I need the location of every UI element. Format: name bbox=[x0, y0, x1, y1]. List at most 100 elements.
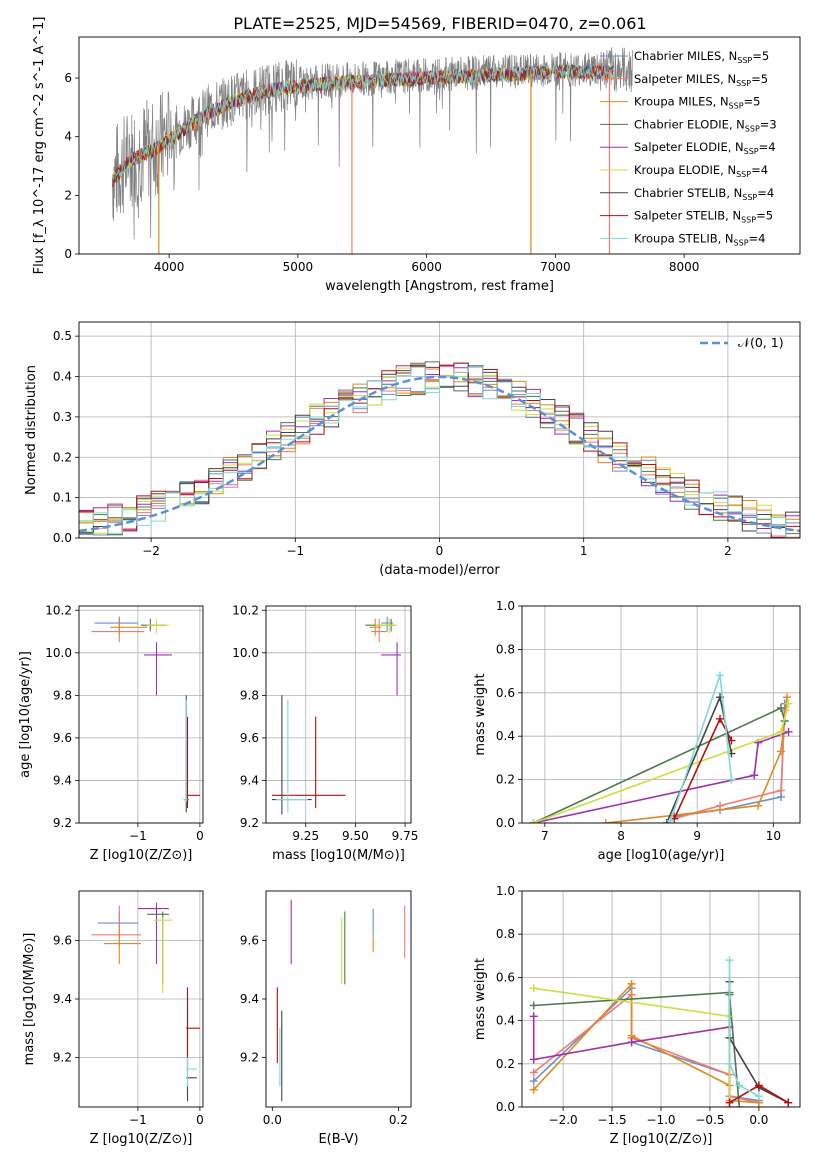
x-tick-label: 1 bbox=[580, 544, 588, 558]
legend-label: Kroupa STELIB, NSSP=4 bbox=[634, 231, 765, 247]
y-tick-label: 0.4 bbox=[53, 370, 72, 384]
legend-label-part: Chabrier STELIB, N bbox=[634, 186, 742, 200]
y-tick-label: 10.0 bbox=[45, 646, 72, 660]
weight-point bbox=[716, 671, 725, 680]
weight-line-chabrier_elodie bbox=[533, 991, 741, 1107]
y-tick-label: 9.4 bbox=[240, 773, 259, 787]
x-axis-label: Z [log10(Z/Z⊙)] bbox=[610, 1132, 713, 1147]
weight-point bbox=[529, 1068, 538, 1077]
y-tick-label: 9.4 bbox=[240, 992, 259, 1006]
weight-point bbox=[725, 956, 734, 965]
model-line-kroupa_stelib bbox=[112, 64, 614, 180]
plot-area-mass_weight_vs_z bbox=[529, 956, 793, 1107]
axes-age_vs_mass: 9.25 9.50 9.75 9.2 9.4 9.6 9.8 10.0 10.2 mass [lo… bbox=[232, 603, 418, 863]
weight-point bbox=[529, 819, 538, 823]
x-tick-label: −2.0 bbox=[549, 1113, 578, 1127]
legend-label-sub: SSP bbox=[742, 193, 757, 202]
x-axis-label: Z [log10(Z/Z⊙)] bbox=[90, 848, 193, 863]
y-tick-label: 0.8 bbox=[496, 927, 515, 941]
x-tick-label: 8 bbox=[617, 829, 625, 843]
y-tick-label: 9.2 bbox=[53, 816, 72, 830]
legend-label-sub: SSP bbox=[729, 102, 744, 111]
x-tick-label: 8000 bbox=[669, 260, 700, 274]
x-tick-label: 9.25 bbox=[292, 829, 319, 843]
y-tick-label: 9.6 bbox=[240, 934, 259, 948]
histogram-kroupa_stelib bbox=[79, 366, 800, 538]
y-tick-label: 0.5 bbox=[53, 329, 72, 343]
x-tick-label: 10 bbox=[766, 829, 781, 843]
x-axis-label: mass [log10(M/M⊙)] bbox=[272, 848, 405, 863]
axes-frame bbox=[78, 605, 204, 824]
weight-point bbox=[784, 1098, 793, 1107]
y-tick-label: 0.0 bbox=[53, 531, 72, 545]
weight-line-kroupa_miles bbox=[533, 981, 759, 1104]
axes-mass_weight_vs_age: 7 8 9 10 0.0 0.2 0.4 0.6 0.8 1.0 age [log10(age/yr… bbox=[473, 599, 801, 863]
weight-point bbox=[754, 1092, 763, 1101]
axes-mass_weight_vs_z: −2.0 −1.5 −1.0 −0.5 0.0 0.0 0.2 0.4 0.6 0.8 1.0 Z [… bbox=[473, 884, 801, 1147]
x-tick-label: −1 bbox=[286, 544, 304, 558]
weight-point bbox=[754, 801, 763, 810]
axes-age_vs_z: −1 0 9.2 9.4 9.6 9.8 10.0 10.2 Z [log10(Z/Z⊙)] ag… bbox=[18, 603, 204, 863]
x-tick-label: 5000 bbox=[283, 260, 314, 274]
weight-line-kroupa_miles bbox=[605, 697, 788, 823]
y-tick-label: 9.6 bbox=[53, 934, 72, 948]
y-tick-label: 9.2 bbox=[240, 816, 259, 830]
plot-area-age_vs_mass bbox=[271, 616, 402, 815]
legend-label: Salpeter MILES, NSSP=5 bbox=[634, 72, 768, 88]
x-tick-label: 9.75 bbox=[392, 829, 419, 843]
x-axis-label: (data-model)/error bbox=[379, 563, 500, 578]
weight-point bbox=[627, 979, 636, 988]
legend-label: Chabrier STELIB, NSSP=4 bbox=[634, 186, 774, 202]
weight-point bbox=[716, 714, 725, 723]
weight-point bbox=[716, 801, 725, 810]
weight-point bbox=[725, 1098, 734, 1107]
y-tick-label: 1.0 bbox=[496, 884, 515, 898]
legend-label-sub: SSP bbox=[736, 170, 751, 179]
y-tick-label: 0.6 bbox=[496, 970, 515, 984]
x-tick-label: 6000 bbox=[411, 260, 442, 274]
legend-label-part: Salpeter STELIB, N bbox=[634, 209, 741, 223]
legend-label-part: =5 bbox=[752, 49, 769, 63]
legend-label-sub: SSP bbox=[745, 124, 760, 133]
legend-label-part: =4 bbox=[759, 140, 776, 154]
x-tick-label: 7000 bbox=[540, 260, 571, 274]
y-tick-label: 9.4 bbox=[53, 773, 72, 787]
y-tick-label: 9.2 bbox=[53, 1050, 72, 1064]
axes-frame bbox=[521, 890, 801, 1108]
weight-line-salpeter_elodie bbox=[533, 731, 789, 823]
legend-label: Chabrier MILES, NSSP=5 bbox=[634, 49, 769, 65]
y-tick-label: 0.0 bbox=[496, 816, 515, 830]
weight-point bbox=[776, 727, 785, 736]
weight-line-kroupa_stelib bbox=[669, 675, 733, 822]
legend-label-part: Salpeter MILES, N bbox=[634, 72, 736, 86]
y-axis-label: mass weight bbox=[473, 958, 488, 1040]
y-axis-label: Flux [f_λ 10^-17 erg cm^-2 s^-1 A^-1] bbox=[32, 17, 47, 275]
x-tick-label: 4000 bbox=[154, 260, 185, 274]
x-tick-label: −1 bbox=[129, 1113, 147, 1127]
legend-label-part: =4 bbox=[757, 186, 774, 200]
y-tick-label: 0.0 bbox=[496, 1100, 515, 1114]
legend-label-part: =4 bbox=[749, 231, 766, 245]
weight-point bbox=[529, 1012, 538, 1021]
y-tick-label: 9.2 bbox=[240, 1050, 259, 1064]
axes-frame bbox=[265, 890, 412, 1108]
weight-point bbox=[776, 747, 785, 756]
x-tick-label: −1.5 bbox=[597, 1113, 626, 1127]
plot-area-age_vs_z bbox=[91, 616, 200, 813]
plot-area-spectrum bbox=[112, 47, 633, 254]
legend-label-part: =3 bbox=[760, 117, 777, 131]
weight-point bbox=[750, 771, 759, 780]
x-axis-label: wavelength [Angstrom, rest frame] bbox=[325, 279, 554, 294]
x-tick-label: 7 bbox=[541, 829, 549, 843]
x-tick-label: 2 bbox=[724, 544, 732, 558]
y-tick-label: 10.0 bbox=[232, 646, 259, 660]
y-tick-label: 0 bbox=[64, 247, 72, 261]
x-tick-label: 0.0 bbox=[263, 1113, 282, 1127]
legend-label-part: Kroupa STELIB, N bbox=[634, 231, 734, 245]
axes-frame bbox=[78, 36, 801, 255]
y-tick-label: 6 bbox=[64, 71, 72, 85]
legend-label-part: Chabrier ELODIE, N bbox=[634, 117, 745, 131]
weight-line-salpeter_miles bbox=[533, 993, 760, 1104]
legend-label-sub: SSP bbox=[736, 79, 751, 88]
weight-point bbox=[784, 727, 793, 736]
